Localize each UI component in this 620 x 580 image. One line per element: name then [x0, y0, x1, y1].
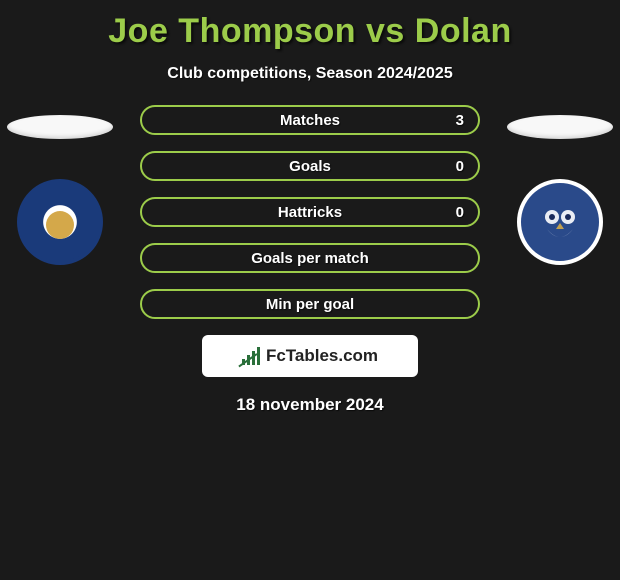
bars-chart-icon: [242, 347, 260, 365]
right-player-column: [500, 105, 620, 265]
stat-right-value: 0: [456, 204, 464, 221]
stat-row-goals-per-match: Goals per match: [140, 243, 480, 273]
stat-row-goals: Goals 0: [140, 151, 480, 181]
stat-right-value: 3: [456, 112, 464, 129]
stat-label: Min per goal: [266, 296, 354, 313]
stat-label: Matches: [280, 112, 340, 129]
stat-row-matches: Matches 3: [140, 105, 480, 135]
left-player-photo-placeholder: [7, 115, 113, 139]
generation-date: 18 november 2024: [0, 395, 620, 415]
stat-label: Goals per match: [251, 250, 369, 267]
page-subtitle: Club competitions, Season 2024/2025: [0, 65, 620, 83]
left-player-column: [0, 105, 120, 265]
stats-list: Matches 3 Goals 0 Hattricks 0 Goals per …: [140, 105, 480, 319]
stat-row-min-per-goal: Min per goal: [140, 289, 480, 319]
right-player-photo-placeholder: [507, 115, 613, 139]
owl-icon: [535, 197, 585, 247]
stat-row-hattricks: Hattricks 0: [140, 197, 480, 227]
right-club-badge: [517, 179, 603, 265]
left-club-badge: [17, 179, 103, 265]
stat-right-value: 0: [456, 158, 464, 175]
comparison-content: Matches 3 Goals 0 Hattricks 0 Goals per …: [0, 105, 620, 415]
branding-badge: FcTables.com: [202, 335, 418, 377]
stat-label: Hattricks: [278, 204, 342, 221]
stat-label: Goals: [289, 158, 331, 175]
page-title: Joe Thompson vs Dolan: [0, 0, 620, 51]
branding-text: FcTables.com: [266, 346, 378, 366]
